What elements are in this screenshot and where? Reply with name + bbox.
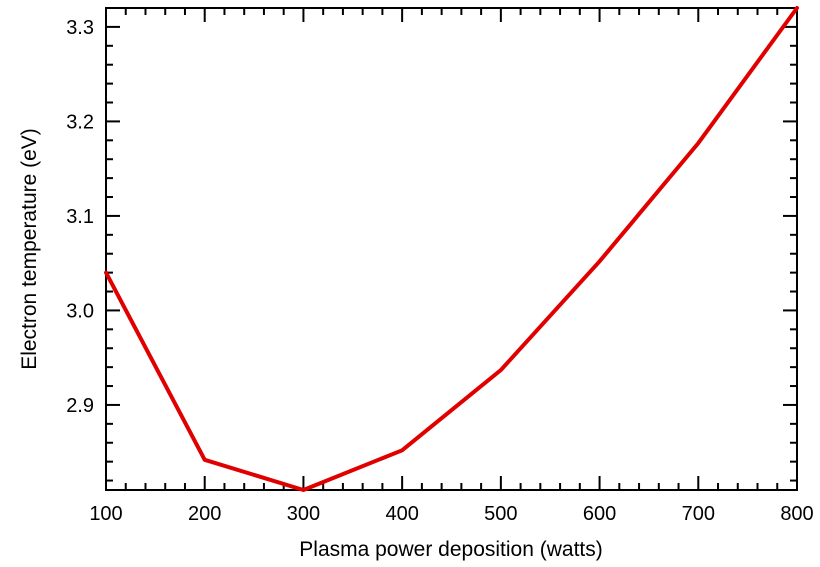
x-tick-label: 600 xyxy=(583,503,616,525)
tick-labels: 100 200 300 400 500 600 700 800 2.9 3.0 3.1 3.2 3.3 xyxy=(66,17,814,525)
series-line xyxy=(104,6,799,492)
y-tick-label: 3.1 xyxy=(66,206,94,228)
x-tick-label: 800 xyxy=(780,503,813,525)
y-tick-label: 3.2 xyxy=(66,111,94,133)
x-axis-label: Plasma power deposition (watts) xyxy=(299,538,602,561)
ticks xyxy=(105,7,798,490)
y-tick-label: 3.0 xyxy=(66,300,94,322)
x-tick-label: 400 xyxy=(385,503,418,525)
plot-area-frame xyxy=(105,7,798,491)
x-tick-label: 100 xyxy=(89,503,122,525)
y-tick-label: 2.9 xyxy=(66,395,94,417)
y-tick-label: 3.3 xyxy=(66,17,94,39)
x-tick-label: 200 xyxy=(188,503,221,525)
x-tick-label: 700 xyxy=(682,503,715,525)
y-axis-label: Electron temperature (eV) xyxy=(18,128,41,370)
x-tick-label: 300 xyxy=(287,503,320,525)
x-tick-label: 500 xyxy=(484,503,517,525)
